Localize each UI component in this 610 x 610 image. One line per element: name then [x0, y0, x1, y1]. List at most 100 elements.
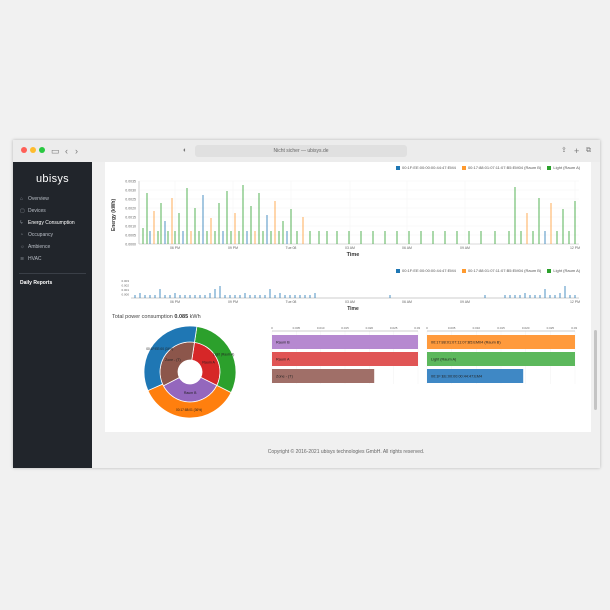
bar-axis-tick: 0	[426, 326, 428, 330]
bar-label: Raum B	[276, 341, 290, 345]
sidebar-item-devices[interactable]: ▢ Devices	[20, 208, 46, 214]
legend-item[interactable]: 00:1F:EE:00:00:00:44:47:EM4	[396, 165, 456, 170]
overview-x-tick: 09 PM	[228, 300, 238, 304]
new-tab-icon[interactable]: +	[574, 146, 580, 156]
bar-label: Light (Raum A)	[431, 358, 457, 362]
device-bar-chart[interactable]: 0 0.005 0.010 0.015 0.020 0.025 0.030 00:17:88:…	[425, 322, 577, 384]
privacy-icon[interactable]: ◐	[183, 147, 188, 154]
bar-axis-tick: 0.015	[497, 326, 505, 330]
back-icon[interactable]: ‹	[65, 146, 68, 156]
close-window-button[interactable]	[21, 147, 27, 153]
page-scrollbar[interactable]	[594, 330, 597, 410]
sunburst-center	[178, 360, 202, 384]
y-tick-label: 0.0030	[125, 189, 136, 193]
share-icon[interactable]: ⇪	[561, 147, 567, 154]
x-tick-label: 12 PM	[570, 246, 580, 250]
x-tick-label: 09 AM	[460, 246, 470, 250]
x-tick-label: 09 PM	[228, 246, 238, 250]
bar-axis-tick: 0.010	[317, 326, 325, 330]
y-tick-label: 0.0010	[125, 225, 136, 229]
bar-axis-tick: 0.025	[547, 326, 555, 330]
bar-axis-tick: 0.020	[366, 326, 374, 330]
address-bar[interactable]: Nicht sicher — ubisys.de	[195, 145, 407, 157]
bar-axis-tick: 0	[271, 326, 273, 330]
overview-y-tick: 0.000	[121, 293, 129, 297]
bar-label: Zone - (T)	[276, 375, 294, 379]
y-tick-label: 0.0005	[125, 234, 136, 238]
bar-axis-tick: 0.030	[571, 326, 577, 330]
main-chart-legend: 00:1F:EE:00:00:00:44:47:EM4 00:17:88:01:…	[391, 165, 580, 170]
sidebar-toggle-icon[interactable]: ▭	[51, 146, 60, 156]
bar-axis-tick: 0.005	[448, 326, 456, 330]
bar[interactable]	[427, 335, 575, 349]
overview-y-tick: 0.001	[121, 288, 129, 292]
consumption-sunburst[interactable]: Raum A Raum B Zone - (T) Light (Raum A) 00:1…	[140, 322, 240, 422]
legend-swatch	[461, 165, 466, 170]
bar-axis-tick: 0.030	[414, 326, 420, 330]
legend-item[interactable]: Light (Raum A)	[547, 268, 580, 273]
legend-swatch	[547, 268, 552, 273]
bar-axis-tick: 0.025	[390, 326, 398, 330]
sidebar-item-occupancy[interactable]: ◔ Occupancy	[20, 232, 54, 238]
ambience-icon: ☼	[20, 244, 25, 250]
bolt-icon: ϟ	[20, 220, 23, 226]
legend-item[interactable]: 00:17:88:01:07:11:07:B5:EM04 (Raum B)	[461, 165, 541, 170]
bar[interactable]	[272, 369, 375, 383]
home-icon: ⌂	[20, 196, 24, 202]
overview-y-tick: 0.002	[121, 284, 129, 288]
footer: Copyright © 2016-2021 ubisys technologie…	[267, 449, 425, 455]
bar[interactable]	[272, 335, 418, 349]
sunburst-label: Zone - (T)	[165, 358, 181, 362]
energy-time-chart[interactable]: Energy (kWh) 0.0035 0.0030 0.0025 0.0020 0.0…	[105, 173, 591, 263]
y-tick-label: 0.0025	[125, 198, 136, 202]
y-axis-label: Energy (kWh)	[111, 199, 117, 232]
bar[interactable]	[427, 369, 524, 383]
sidebar-item-energy-consumption[interactable]: ϟ Energy Consumption	[20, 220, 75, 226]
overview-x-tick: 03 AM	[345, 300, 355, 304]
sidebar-item-daily-reports[interactable]: Daily Reports	[20, 280, 53, 286]
bar-label: 00:17:88:01:07:11:07:B5:EM04 (Raum B)	[431, 341, 501, 345]
zoom-window-button[interactable]	[39, 147, 45, 153]
bar-axis-tick: 0.020	[522, 326, 530, 330]
browser-titlebar: ▭ ‹ › ◐ Nicht sicher — ubisys.de ⇪ + ⧉	[13, 140, 600, 163]
y-tick-label: 0.0015	[125, 216, 136, 220]
bar-axis-tick: 0.005	[293, 326, 301, 330]
legend-swatch	[547, 165, 552, 170]
overview-x-tick: 12 PM	[570, 300, 580, 304]
main-content: 00:1F:EE:00:00:00:44:47:EM4 00:17:88:01:…	[92, 162, 600, 468]
devices-icon: ▢	[20, 208, 25, 214]
total-consumption: Total power consumption 0.085 kWh	[112, 314, 201, 320]
sidebar-item-hvac[interactable]: ≋ HVAC	[20, 256, 42, 262]
legend-swatch	[461, 268, 466, 273]
sunburst-label: Raum A	[202, 361, 215, 365]
legend-swatch	[396, 268, 400, 273]
y-tick-label: 0.0000	[125, 243, 136, 247]
bar-axis-tick: 0.015	[341, 326, 349, 330]
minimize-window-button[interactable]	[30, 147, 36, 153]
sidebar: ubisys ⌂ Overview ▢ Devices ϟ Energy Consum…	[13, 162, 92, 468]
y-tick-label: 0.0020	[125, 207, 136, 211]
overview-x-axis-label: Time	[347, 306, 359, 312]
sidebar-item-overview[interactable]: ⌂ Overview	[20, 196, 49, 202]
sunburst-label: Light (Raum A)	[213, 353, 234, 357]
forward-icon[interactable]: ›	[75, 146, 78, 156]
legend-item[interactable]: Light (Raum A)	[547, 165, 580, 170]
legend-item[interactable]: 00:1F:EE:00:00:00:44:47:EM4	[396, 268, 456, 273]
overview-y-tick: 0.003	[121, 279, 129, 283]
legend-swatch	[396, 165, 400, 170]
bar[interactable]	[272, 352, 418, 366]
tabs-overview-icon[interactable]: ⧉	[586, 147, 591, 154]
hvac-icon: ≋	[20, 256, 25, 262]
bar-label: 00:1F:EE:00:00:00:44:47:EM4	[431, 375, 482, 379]
overview-brush-chart[interactable]: 0.0030.0020.0010.000 06 PM 09 PM Tue 08 03 …	[105, 276, 591, 312]
sunburst-segment[interactable]	[143, 325, 198, 392]
ubisys-logo[interactable]: ubisys	[36, 173, 69, 185]
x-tick-label: Tue 08	[286, 246, 297, 250]
bar[interactable]	[427, 352, 575, 366]
legend-item[interactable]: 00:17:88:01:07:11:07:B5:EM04 (Raum B)	[461, 268, 541, 273]
energy-panel: 00:1F:EE:00:00:00:44:47:EM4 00:17:88:01:…	[105, 162, 591, 432]
browser-window: ▭ ‹ › ◐ Nicht sicher — ubisys.de ⇪ + ⧉ u…	[13, 140, 600, 468]
zone-bar-chart[interactable]: 0 0.005 0.010 0.015 0.020 0.025 0.030 Raum B Rau…	[270, 322, 420, 384]
sidebar-item-ambience[interactable]: ☼ Ambience	[20, 244, 51, 250]
overview-x-tick: Tue 08	[286, 300, 297, 304]
